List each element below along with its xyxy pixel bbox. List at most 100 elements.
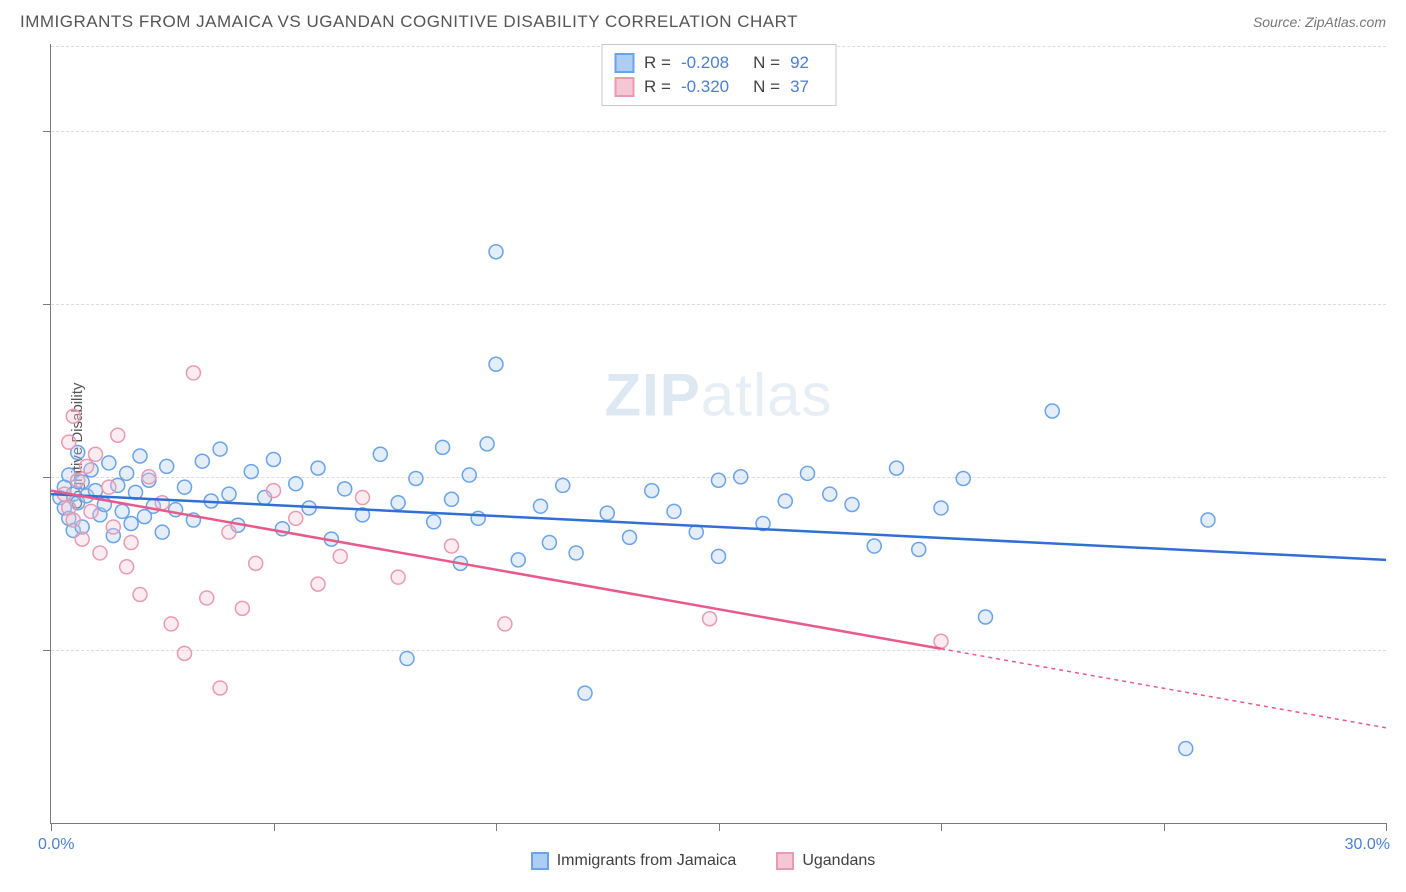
n-value: 92 bbox=[790, 53, 809, 73]
y-tick bbox=[43, 650, 51, 651]
data-point bbox=[66, 409, 80, 423]
x-tick bbox=[719, 823, 720, 831]
data-point bbox=[102, 456, 116, 470]
data-point bbox=[115, 504, 129, 518]
x-tick bbox=[1164, 823, 1165, 831]
data-point bbox=[267, 452, 281, 466]
data-point bbox=[934, 634, 948, 648]
data-point bbox=[734, 470, 748, 484]
data-point bbox=[80, 459, 94, 473]
y-tick bbox=[43, 477, 51, 478]
source-attribution: Source: ZipAtlas.com bbox=[1253, 14, 1386, 30]
data-point bbox=[845, 497, 859, 511]
data-point bbox=[244, 465, 258, 479]
data-point bbox=[222, 525, 236, 539]
r-label: R = bbox=[644, 77, 671, 97]
data-point bbox=[867, 539, 881, 553]
data-point bbox=[289, 511, 303, 525]
data-point bbox=[489, 245, 503, 259]
data-point bbox=[311, 461, 325, 475]
x-tick bbox=[941, 823, 942, 831]
data-point bbox=[222, 487, 236, 501]
legend-label-ugandans: Ugandans bbox=[802, 852, 875, 869]
data-point bbox=[111, 428, 125, 442]
data-point bbox=[534, 499, 548, 513]
data-point bbox=[155, 525, 169, 539]
data-point bbox=[75, 532, 89, 546]
data-point bbox=[489, 357, 503, 371]
data-point bbox=[956, 472, 970, 486]
trend-line bbox=[51, 491, 941, 649]
data-point bbox=[436, 440, 450, 454]
data-point bbox=[160, 459, 174, 473]
r-label: R = bbox=[644, 53, 671, 73]
data-point bbox=[195, 454, 209, 468]
swatch-jamaica bbox=[531, 852, 549, 870]
data-point bbox=[703, 612, 717, 626]
data-point bbox=[124, 536, 138, 550]
data-point bbox=[89, 447, 103, 461]
data-point bbox=[155, 496, 169, 510]
data-point bbox=[445, 539, 459, 553]
data-point bbox=[471, 511, 485, 525]
x-tick bbox=[496, 823, 497, 831]
data-point bbox=[120, 466, 134, 480]
data-point bbox=[480, 437, 494, 451]
data-point bbox=[542, 536, 556, 550]
data-point bbox=[373, 447, 387, 461]
data-point bbox=[712, 549, 726, 563]
legend-item-jamaica: Immigrants from Jamaica bbox=[531, 852, 737, 870]
r-value: -0.320 bbox=[681, 77, 729, 97]
legend-swatch bbox=[614, 77, 634, 97]
data-point bbox=[400, 652, 414, 666]
x-tick bbox=[274, 823, 275, 831]
data-point bbox=[235, 601, 249, 615]
footer-legend: Immigrants from Jamaica Ugandans bbox=[0, 852, 1406, 870]
data-point bbox=[556, 478, 570, 492]
data-point bbox=[645, 484, 659, 498]
data-point bbox=[213, 681, 227, 695]
data-point bbox=[391, 496, 405, 510]
data-point bbox=[462, 468, 476, 482]
data-point bbox=[66, 513, 80, 527]
n-value: 37 bbox=[790, 77, 809, 97]
data-point bbox=[338, 482, 352, 496]
data-point bbox=[84, 504, 98, 518]
data-point bbox=[427, 515, 441, 529]
legend-label-jamaica: Immigrants from Jamaica bbox=[557, 852, 737, 869]
data-point bbox=[71, 473, 85, 487]
data-point bbox=[164, 617, 178, 631]
data-point bbox=[142, 470, 156, 484]
data-point bbox=[979, 610, 993, 624]
n-label: N = bbox=[753, 53, 780, 73]
data-point bbox=[133, 587, 147, 601]
data-point bbox=[445, 492, 459, 506]
data-point bbox=[133, 449, 147, 463]
data-point bbox=[289, 477, 303, 491]
data-point bbox=[102, 480, 116, 494]
data-point bbox=[62, 435, 76, 449]
data-point bbox=[1179, 742, 1193, 756]
swatch-ugandans bbox=[776, 852, 794, 870]
data-point bbox=[569, 546, 583, 560]
correlation-legend-row: R = -0.208 N = 92 bbox=[614, 51, 823, 75]
data-point bbox=[623, 530, 637, 544]
data-point bbox=[712, 473, 726, 487]
data-point bbox=[511, 553, 525, 567]
data-point bbox=[213, 442, 227, 456]
x-tick bbox=[51, 823, 52, 831]
data-point bbox=[667, 504, 681, 518]
y-tick bbox=[43, 304, 51, 305]
data-point bbox=[311, 577, 325, 591]
data-point bbox=[267, 484, 281, 498]
r-value: -0.208 bbox=[681, 53, 729, 73]
plot-svg bbox=[51, 44, 1386, 823]
data-point bbox=[600, 506, 614, 520]
data-point bbox=[178, 480, 192, 494]
data-point bbox=[249, 556, 263, 570]
data-point bbox=[200, 591, 214, 605]
x-tick bbox=[1386, 823, 1387, 831]
correlation-legend-row: R = -0.320 N = 37 bbox=[614, 75, 823, 99]
data-point bbox=[1045, 404, 1059, 418]
data-point bbox=[890, 461, 904, 475]
